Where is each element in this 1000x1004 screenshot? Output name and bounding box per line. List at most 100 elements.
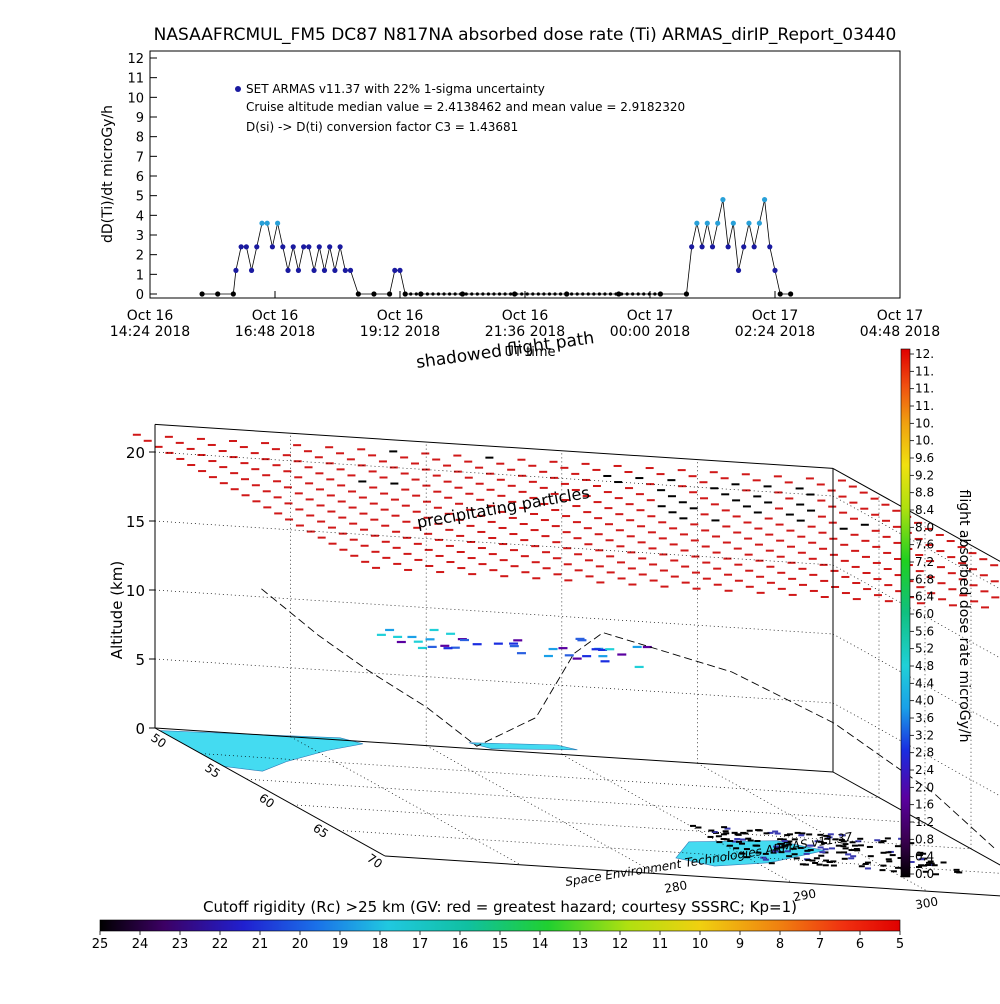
particle-mark — [414, 558, 423, 561]
particle-mark — [841, 575, 850, 578]
particle-mark — [990, 580, 999, 583]
ground-dose-mark — [940, 861, 947, 864]
ground-dose-mark — [799, 832, 806, 835]
dose-point — [788, 291, 794, 297]
top-x-tick-label-time: 19:12 2018 — [360, 324, 440, 340]
particle-mark — [799, 583, 808, 586]
particle-mark — [360, 544, 369, 547]
rigidity-tick-label: 7 — [816, 937, 824, 952]
particle-mark — [636, 509, 645, 512]
ground-dose-mark — [879, 869, 886, 872]
dose-point — [355, 291, 361, 297]
particle-mark — [980, 590, 989, 593]
ground-dose-mark — [827, 833, 834, 836]
flight-dose-mark — [632, 645, 642, 649]
particle-mark — [915, 570, 924, 573]
particle-mark — [186, 447, 195, 450]
particle-mark — [841, 592, 850, 595]
particle-mark — [603, 491, 612, 494]
particle-mark — [764, 517, 773, 520]
ground-dose-mark — [722, 830, 729, 833]
ground-dose-mark — [894, 845, 901, 848]
dose-point — [616, 291, 622, 297]
particle-mark — [531, 561, 540, 564]
main-title: NASAAFRCMUL_FM5 DC87 N817NA absorbed dos… — [154, 25, 897, 45]
particle-mark — [656, 473, 665, 476]
ground-dose-mark — [734, 833, 741, 836]
particle-mark — [370, 518, 379, 521]
legend-marker — [235, 86, 241, 92]
ground-dose-mark — [857, 844, 864, 847]
particle-mark — [550, 492, 559, 495]
flight-dose-mark — [598, 648, 608, 652]
colorbar-tick-label: 2.0 — [915, 780, 934, 794]
flight-dose-mark — [617, 653, 627, 656]
ground-dose-mark — [777, 842, 784, 845]
ground-dose-mark — [786, 843, 793, 846]
ground-dose-mark — [818, 854, 825, 857]
dose-point — [409, 292, 413, 296]
ground-dose-mark — [786, 855, 793, 858]
dose-point — [295, 267, 302, 273]
colorbar-tick-label: 8.8 — [915, 486, 934, 500]
particle-mark — [444, 512, 453, 515]
particle-mark — [357, 464, 366, 467]
ground-dose-mark — [777, 838, 784, 841]
landmass-region — [675, 840, 825, 867]
particle-mark — [317, 536, 326, 539]
particle-mark — [371, 550, 380, 553]
particle-mark — [325, 462, 334, 465]
ground-dose-mark — [822, 864, 829, 867]
particle-mark — [702, 577, 711, 580]
flight-dose-mark — [642, 645, 652, 649]
particle-mark — [635, 493, 644, 496]
ground-dose-mark — [918, 864, 925, 867]
dose-point — [332, 267, 338, 273]
top-y-tick-label: 3 — [136, 229, 144, 244]
particle-mark — [637, 541, 646, 544]
ground-dose-mark — [806, 833, 813, 836]
dose-point — [442, 292, 446, 296]
ground-dose-mark — [715, 835, 722, 838]
particle-mark — [784, 481, 793, 484]
particle-mark — [539, 470, 548, 473]
particle-mark — [991, 596, 1000, 599]
particle-mark — [852, 582, 861, 585]
dose-point — [215, 291, 221, 297]
ground-dose-mark — [925, 863, 932, 866]
particle-mark — [424, 548, 433, 551]
ground-dose-mark — [821, 842, 828, 845]
scene-edge — [154, 727, 386, 857]
dose-point — [603, 292, 607, 296]
ground-dose-mark — [731, 840, 738, 843]
ground-dose-mark — [752, 844, 759, 847]
dose-series-line — [202, 199, 791, 295]
colorbar-label: flight absorbed dose rate microGy/h — [956, 490, 972, 743]
particle-mark — [337, 484, 346, 487]
particle-mark — [263, 506, 272, 509]
top-x-tick-label-date: Oct 16 — [377, 308, 424, 324]
colorbar-ramp — [900, 348, 911, 878]
particle-mark — [829, 553, 838, 556]
particle-mark — [603, 474, 612, 477]
particle-mark — [424, 532, 433, 535]
particle-mark — [477, 547, 486, 550]
ground-dose-mark — [824, 837, 831, 840]
particle-mark — [688, 475, 697, 478]
particle-mark — [763, 485, 772, 488]
ground-dose-mark — [814, 840, 821, 843]
particle-mark — [776, 555, 785, 558]
particle-mark — [840, 559, 849, 562]
flight-dose-mark — [440, 644, 450, 647]
particle-mark — [262, 490, 271, 493]
dose-point — [647, 292, 651, 296]
particle-mark — [593, 501, 602, 504]
rigidity-tick-label: 18 — [372, 937, 389, 952]
ground-dose-mark — [822, 848, 829, 851]
rigidity-tick-label: 16 — [452, 937, 469, 952]
particle-mark — [528, 480, 537, 483]
particle-mark — [453, 454, 462, 457]
colorbar-tick-label: 0.8 — [915, 832, 934, 846]
particle-mark — [884, 584, 893, 587]
